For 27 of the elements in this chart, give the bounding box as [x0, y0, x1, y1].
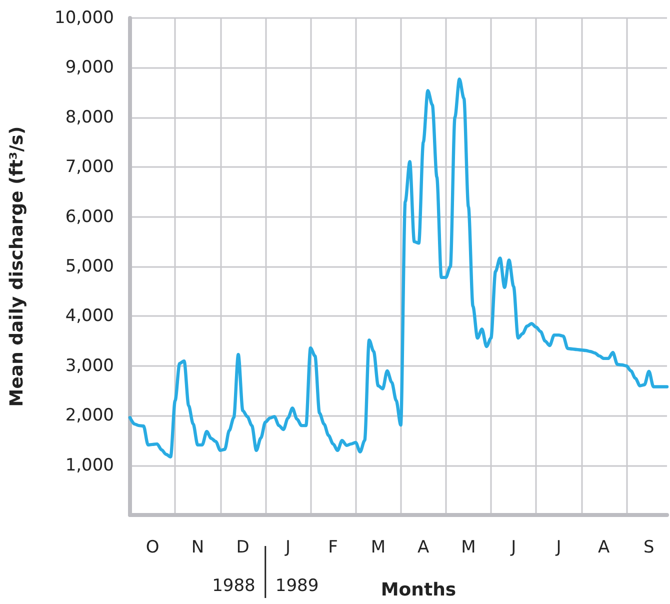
x-tick-label: J — [555, 538, 562, 558]
x-tick-label: D — [236, 538, 250, 558]
x-axis-title: Months — [380, 580, 456, 600]
y-tick-label: 8,000 — [65, 107, 114, 128]
y-axis-title: Mean daily discharge (ft³/s) — [6, 126, 28, 407]
y-tick-label: 1,000 — [65, 455, 114, 476]
x-tick-label: N — [191, 538, 204, 558]
x-tick-label: F — [328, 538, 338, 558]
y-tick-label: 2,000 — [65, 406, 114, 426]
y-tick-label: 5,000 — [65, 256, 114, 276]
x-tick-label: A — [598, 538, 610, 558]
x-tick-label: J — [284, 538, 290, 558]
x-tick-label: M — [370, 538, 386, 558]
x-tick-label: A — [418, 538, 430, 558]
y-tick-label: 7,000 — [65, 157, 114, 178]
text: 1989 — [275, 576, 319, 596]
y-tick-label: 10,000 — [54, 8, 114, 28]
y-tick-label: 9,000 — [65, 58, 114, 78]
x-tick-label: J — [510, 538, 516, 558]
text: 1988 — [212, 576, 256, 596]
y-tick-label: 3,000 — [65, 356, 114, 376]
line-series — [128, 78, 669, 458]
x-tick-label: S — [644, 538, 654, 558]
x-tick-label: O — [146, 538, 160, 558]
y-tick-label: 6,000 — [65, 206, 114, 227]
y-tick-label: 4,000 — [65, 306, 114, 326]
x-tick-label: M — [461, 538, 476, 558]
